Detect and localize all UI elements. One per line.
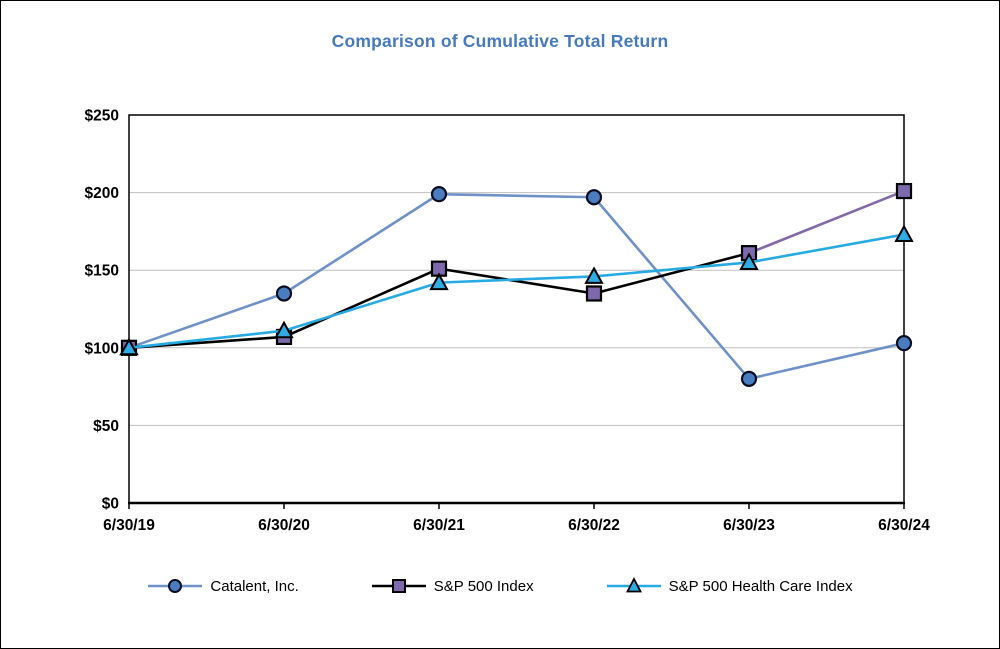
svg-text:$0: $0 — [102, 496, 119, 513]
svg-text:6/30/19: 6/30/19 — [103, 517, 155, 534]
svg-text:$50: $50 — [93, 418, 119, 435]
legend-item-sp500-healthcare: S&P 500 Health Care Index — [606, 577, 853, 595]
legend-label: S&P 500 Health Care Index — [668, 577, 853, 595]
line-square-marker-icon — [371, 579, 426, 593]
svg-text:$200: $200 — [85, 185, 119, 202]
svg-text:6/30/24: 6/30/24 — [878, 517, 930, 534]
legend-item-catalent: Catalent, Inc. — [147, 577, 299, 595]
svg-text:6/30/21: 6/30/21 — [413, 517, 465, 534]
legend-item-sp500: S&P 500 Index — [371, 577, 534, 595]
svg-text:6/30/22: 6/30/22 — [568, 517, 620, 534]
chart-title: Comparison of Cumulative Total Return — [331, 31, 669, 51]
line-triangle-marker-icon — [606, 577, 661, 593]
legend-label: Catalent, Inc. — [210, 577, 299, 595]
legend-label: S&P 500 Index — [433, 577, 534, 595]
svg-text:$250: $250 — [85, 108, 119, 125]
line-circle-marker-icon — [148, 579, 203, 593]
svg-text:6/30/20: 6/30/20 — [258, 517, 310, 534]
svg-text:$150: $150 — [85, 263, 119, 280]
chart-legend: Catalent, Inc. S&P 500 Index S&P 500 Hea… — [1, 577, 999, 595]
svg-text:6/30/23: 6/30/23 — [723, 517, 775, 534]
svg-text:$100: $100 — [85, 340, 119, 357]
